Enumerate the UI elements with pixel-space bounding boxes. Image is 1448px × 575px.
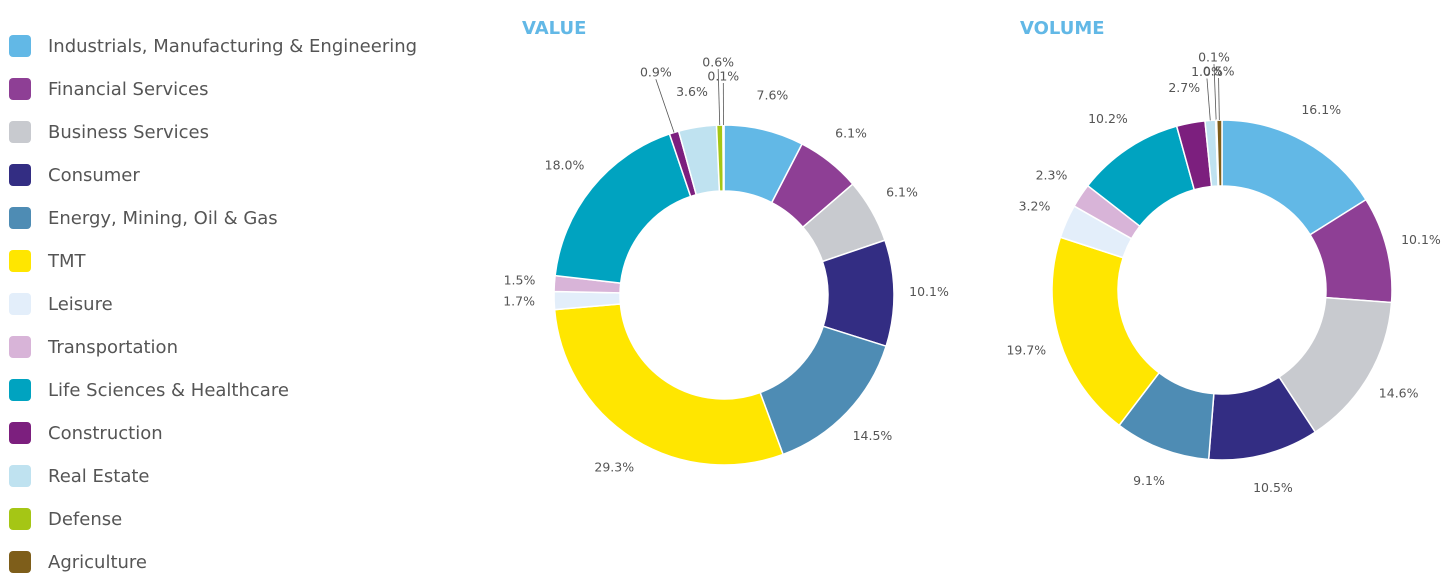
data-label: 2.3% xyxy=(1036,168,1068,183)
donut-segment xyxy=(554,133,692,284)
data-label: 10.1% xyxy=(1401,232,1441,247)
legend-label: Construction xyxy=(48,423,163,444)
legend-swatch xyxy=(9,250,31,272)
data-label: 18.0% xyxy=(545,158,585,173)
legend-swatch xyxy=(9,465,31,487)
legend-label: Leisure xyxy=(48,294,113,315)
legend-label: Real Estate xyxy=(48,466,150,487)
legend-label: TMT xyxy=(47,251,87,272)
legend-swatch xyxy=(9,379,31,401)
legend-label: Business Services xyxy=(48,122,209,143)
data-label: 16.1% xyxy=(1301,102,1341,117)
data-label: 29.3% xyxy=(594,460,634,475)
data-label: 0.5% xyxy=(1203,64,1235,79)
data-label: 6.1% xyxy=(835,126,867,141)
data-label: 1.0% xyxy=(1191,64,1223,79)
leader-line xyxy=(655,79,675,133)
data-label: 9.1% xyxy=(1133,473,1165,488)
legend-label: Industrials, Manufacturing & Engineering xyxy=(48,36,417,57)
legend-label: Consumer xyxy=(48,165,140,186)
legend-label: Energy, Mining, Oil & Gas xyxy=(48,208,278,229)
data-label: 0.9% xyxy=(640,65,672,80)
leader-line xyxy=(717,69,721,126)
legend-swatch xyxy=(9,551,31,573)
data-label: 3.6% xyxy=(676,84,708,99)
legend-label: Life Sciences & Healthcare xyxy=(48,380,289,401)
legend-swatch xyxy=(9,293,31,315)
legend-swatch xyxy=(9,121,31,143)
donut-segment xyxy=(722,124,725,192)
leader-line xyxy=(1213,64,1217,121)
data-label: 6.1% xyxy=(886,185,918,200)
donut-segment xyxy=(553,303,784,466)
legend-swatch xyxy=(9,35,31,57)
data-label: 10.2% xyxy=(1088,111,1128,126)
chart-title: VOLUME xyxy=(1020,18,1105,39)
data-label: 1.7% xyxy=(503,293,535,308)
data-label: 19.7% xyxy=(1006,343,1046,358)
data-label: 10.1% xyxy=(909,284,949,299)
data-label: 14.6% xyxy=(1379,385,1419,400)
legend-swatch xyxy=(9,164,31,186)
data-label: 1.5% xyxy=(504,273,536,288)
legend-swatch xyxy=(9,336,31,358)
data-label: 2.7% xyxy=(1168,80,1200,95)
legend-label: Financial Services xyxy=(48,79,208,100)
data-label: 0.6% xyxy=(702,55,734,70)
legend-swatch xyxy=(9,78,31,100)
chart-title: VALUE xyxy=(522,18,586,39)
data-label: 14.5% xyxy=(853,428,893,443)
legend-label: Agriculture xyxy=(48,552,147,573)
leader-line xyxy=(1206,78,1211,121)
data-label: 0.1% xyxy=(707,69,739,84)
data-label: 0.1% xyxy=(1198,50,1230,65)
leader-line xyxy=(1218,78,1220,121)
legend-label: Defense xyxy=(48,509,122,530)
legend-label: Transportation xyxy=(47,337,178,358)
legend-swatch xyxy=(9,422,31,444)
legend-swatch xyxy=(9,508,31,530)
donut-segment xyxy=(1215,119,1223,187)
data-label: 10.5% xyxy=(1253,480,1293,495)
data-label: 7.6% xyxy=(757,87,789,102)
legend-swatch xyxy=(9,207,31,229)
data-label: 3.2% xyxy=(1019,199,1051,214)
